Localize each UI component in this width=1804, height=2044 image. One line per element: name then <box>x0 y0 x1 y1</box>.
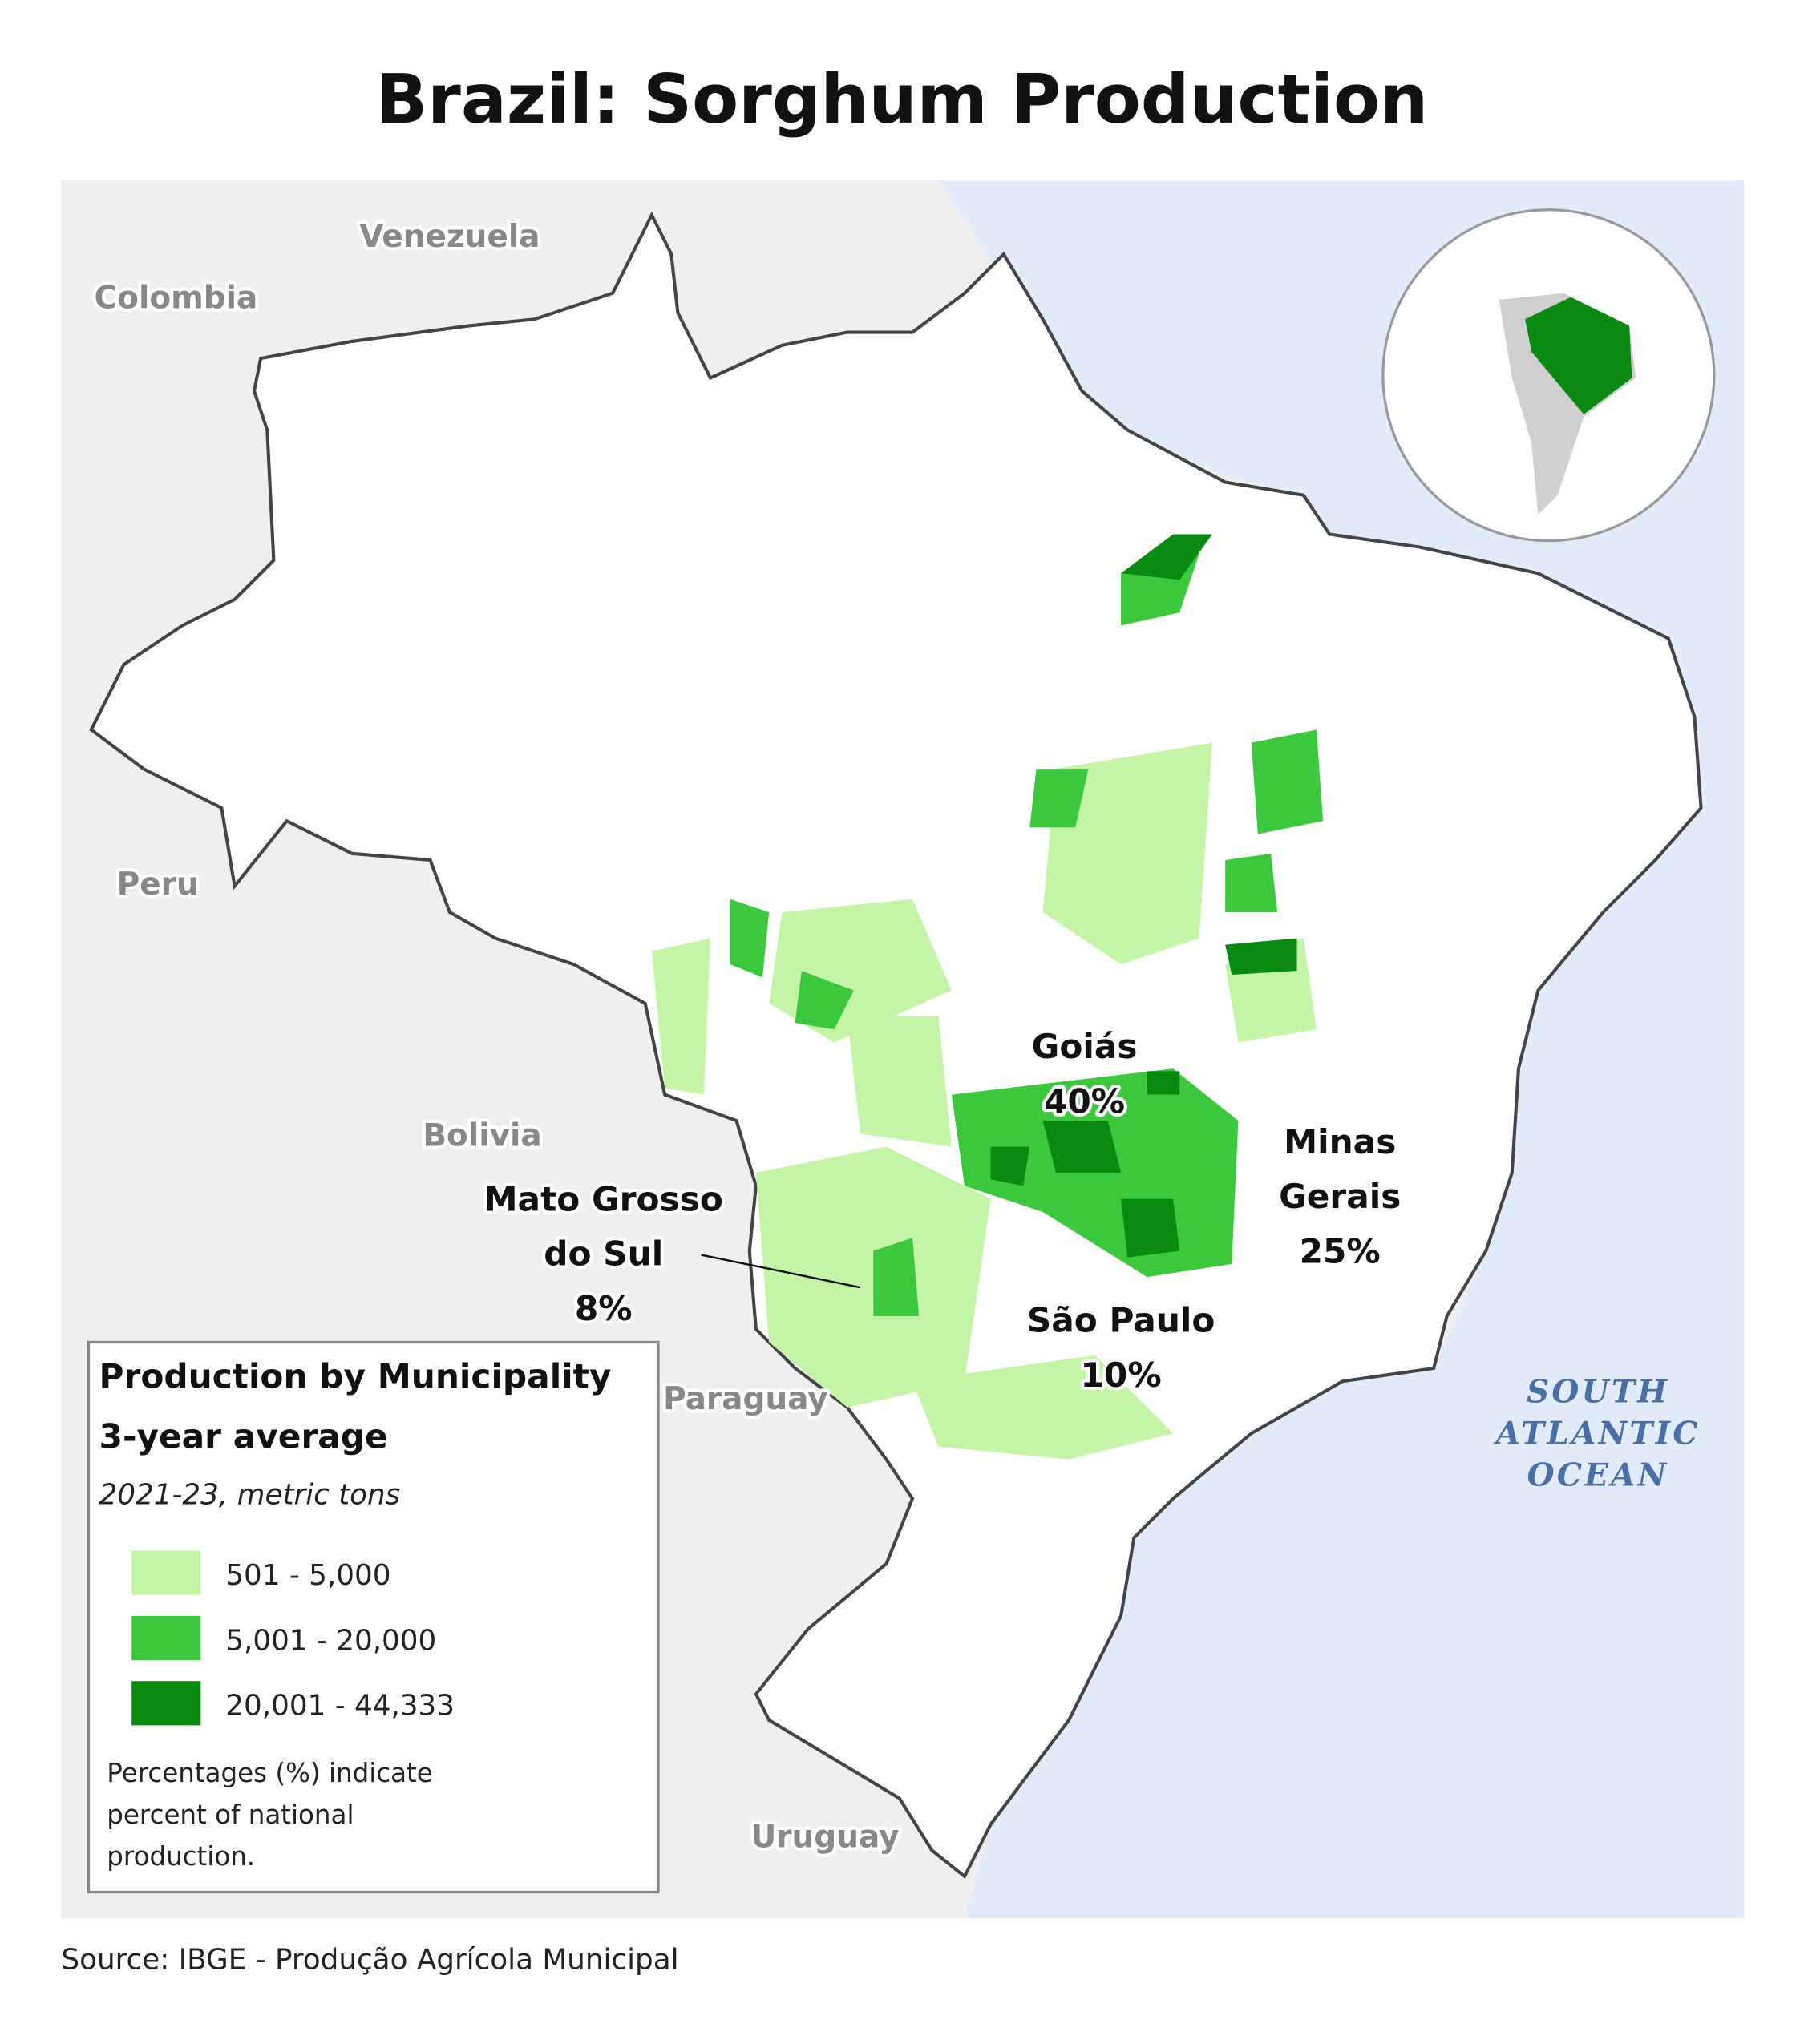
region-name: Mato Grosso <box>484 1179 723 1218</box>
map-group: Brazil: Sorghum Production Venezuela Colo… <box>61 60 1745 1977</box>
legend-label: 20,001 - 44,333 <box>225 1690 455 1723</box>
leader-line <box>701 1254 861 1289</box>
title: Brazil: Sorghum Production <box>376 60 1428 139</box>
source: Source: IBGE - Produção Agrícola Municip… <box>61 1944 678 1977</box>
region-share: 10% <box>1081 1355 1162 1395</box>
legend: Production by Municipality 3-year average… <box>99 1356 612 1872</box>
legend-subtitle: 2021-23, metric tons <box>99 1478 401 1511</box>
high-areas <box>990 534 1297 1258</box>
legend-note: Percentages (%) indicate <box>107 1758 432 1788</box>
ocean-label: SOUTH <box>1527 1373 1669 1410</box>
region-name: Minas <box>1284 1122 1396 1161</box>
ocean-label: OCEAN <box>1527 1457 1669 1494</box>
labels: Venezuela Colombia Peru Bolivia Paraguay Urug… <box>91 216 1701 1858</box>
country-label: Uruguay <box>751 1819 900 1855</box>
legend-note: production. <box>107 1841 255 1872</box>
legend-label: 5,001 - 20,000 <box>225 1624 436 1657</box>
region-share: 40% <box>1044 1081 1125 1121</box>
legend-swatch <box>131 1550 201 1595</box>
legend-swatch <box>131 1681 201 1726</box>
legend-swatch <box>131 1615 201 1661</box>
region-share: 8% <box>575 1289 633 1328</box>
legend-title: Production by Municipality <box>99 1356 612 1396</box>
country-label: Venezuela <box>359 219 540 255</box>
country-label: Peru <box>117 866 199 903</box>
region-share: 25% <box>1300 1231 1381 1270</box>
region-name: Goiás <box>1032 1027 1138 1066</box>
globe-brazil <box>1525 297 1632 414</box>
legend-note: percent of national <box>107 1800 354 1830</box>
country-label: Bolivia <box>423 1118 541 1154</box>
region-name: do Sul <box>544 1234 663 1274</box>
country-label: Colombia <box>95 280 258 316</box>
region-name: São Paulo <box>1027 1301 1215 1340</box>
country-label: Paraguay <box>663 1381 828 1417</box>
legend-label: 501 - 5,000 <box>225 1559 390 1592</box>
ocean-label: ATLANTIC <box>1493 1416 1701 1452</box>
legend-title: 3-year average <box>99 1416 388 1456</box>
region-name: Gerais <box>1279 1177 1401 1216</box>
